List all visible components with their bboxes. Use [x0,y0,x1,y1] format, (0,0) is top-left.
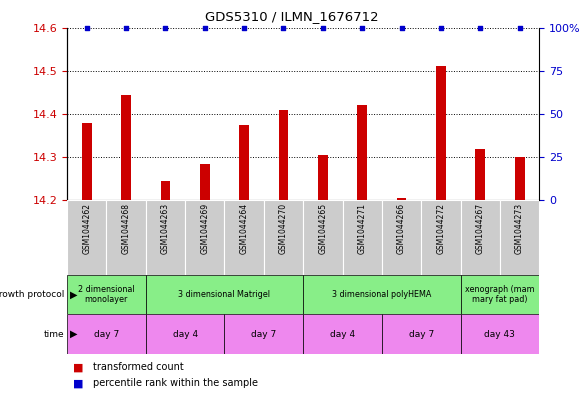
Bar [224,314,303,354]
Point [397,24,406,31]
Text: GSM1044272: GSM1044272 [437,203,445,253]
Bar [461,200,500,275]
Bar [146,275,303,314]
Bar [146,314,224,354]
Bar [461,314,539,354]
Bar [279,110,289,200]
Text: GSM1044266: GSM1044266 [397,203,406,254]
Text: ▶: ▶ [70,329,78,339]
Text: 3 dimensional polyHEMA: 3 dimensional polyHEMA [332,290,431,299]
Text: 2 dimensional
monolayer: 2 dimensional monolayer [78,285,135,305]
Bar [121,94,131,200]
Point [279,24,288,31]
Bar [106,200,146,275]
Bar [318,155,328,200]
Bar [436,66,446,200]
Text: GSM1044270: GSM1044270 [279,203,288,254]
Text: GSM1044267: GSM1044267 [476,203,484,254]
Bar [239,125,249,200]
Bar [67,200,106,275]
Text: ■: ■ [73,362,83,373]
Text: GSM1044265: GSM1044265 [318,203,327,254]
Bar [67,314,146,354]
Bar [515,157,525,200]
Text: GDS5310 / ILMN_1676712: GDS5310 / ILMN_1676712 [205,10,378,23]
Text: day 7: day 7 [94,330,119,338]
Text: ▶: ▶ [70,290,78,300]
Text: GSM1044264: GSM1044264 [240,203,248,254]
Text: 3 dimensional Matrigel: 3 dimensional Matrigel [178,290,271,299]
Text: transformed count: transformed count [93,362,184,373]
Point [436,24,445,31]
Point [200,24,209,31]
Bar [185,200,224,275]
Point [121,24,131,31]
Text: ■: ■ [73,378,83,388]
Text: day 4: day 4 [173,330,198,338]
Bar [382,200,421,275]
Text: day 7: day 7 [409,330,434,338]
Bar [146,200,185,275]
Bar [82,123,92,200]
Text: GSM1044271: GSM1044271 [358,203,367,253]
Bar [303,314,382,354]
Text: xenograph (mam
mary fat pad): xenograph (mam mary fat pad) [465,285,535,305]
Text: day 7: day 7 [251,330,276,338]
Text: time: time [44,330,64,338]
Bar [200,163,210,200]
Bar [303,275,461,314]
Point [82,24,92,31]
Text: GSM1044268: GSM1044268 [122,203,131,253]
Bar [461,275,539,314]
Bar [342,200,382,275]
Bar [396,198,406,200]
Bar [382,314,461,354]
Text: percentile rank within the sample: percentile rank within the sample [93,378,258,388]
Text: GSM1044269: GSM1044269 [201,203,209,254]
Point [240,24,249,31]
Bar [421,200,461,275]
Text: GSM1044273: GSM1044273 [515,203,524,254]
Point [161,24,170,31]
Bar [264,200,303,275]
Text: growth protocol: growth protocol [0,290,64,299]
Text: day 4: day 4 [330,330,355,338]
Bar [500,200,539,275]
Bar [67,275,146,314]
Bar [475,149,485,200]
Bar [160,181,170,200]
Point [476,24,485,31]
Point [318,24,328,31]
Bar [224,200,264,275]
Text: day 43: day 43 [484,330,515,338]
Point [515,24,524,31]
Point [357,24,367,31]
Text: GSM1044263: GSM1044263 [161,203,170,254]
Text: GSM1044262: GSM1044262 [82,203,91,253]
Bar [357,105,367,200]
Bar [303,200,342,275]
